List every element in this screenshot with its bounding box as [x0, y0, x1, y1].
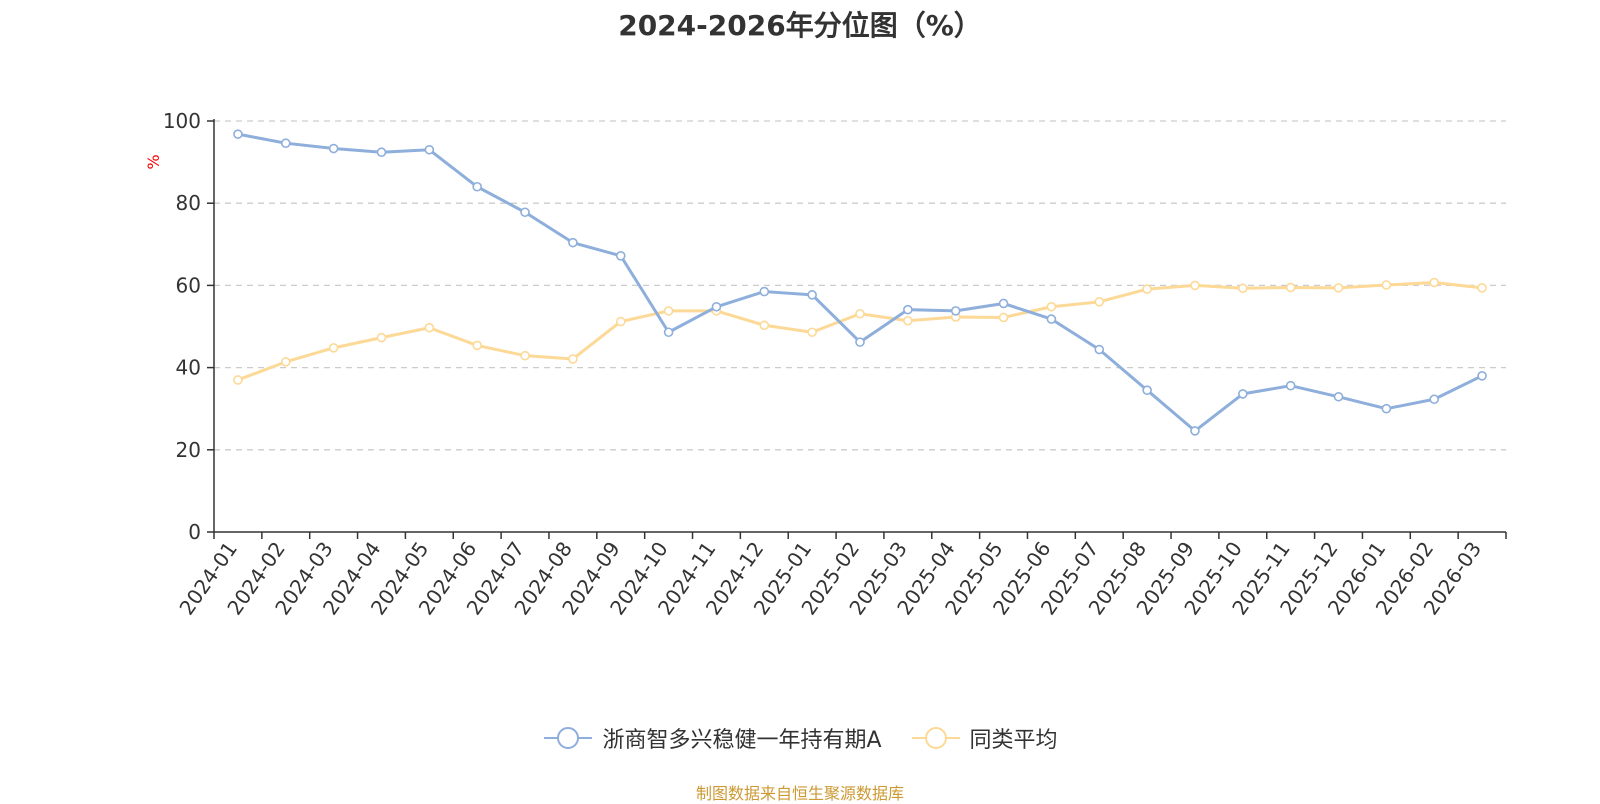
data-point-1	[615, 316, 626, 327]
data-point-1	[1142, 284, 1152, 294]
data-point-1	[424, 322, 435, 333]
data-point-0	[328, 143, 339, 154]
data-point-1	[1381, 280, 1392, 290]
data-point-0	[568, 237, 578, 248]
data-point-1	[998, 312, 1009, 323]
data-point-0	[663, 327, 674, 338]
series-line-1	[237, 281, 1483, 382]
y-tick-label: 80	[176, 191, 201, 215]
data-point-1	[1429, 277, 1440, 288]
y-tick-label: 100	[163, 109, 201, 133]
y-tick-label: 60	[176, 273, 201, 297]
legend-item-average[interactable]: 同类平均	[910, 722, 1058, 754]
data-point-0	[615, 251, 626, 261]
line-chart: 020406080100%2024-012024-022024-032024-0…	[144, 109, 1507, 619]
data-point-1	[328, 343, 339, 353]
legend-label-average: 同类平均	[969, 728, 1058, 753]
data-point-0	[1238, 389, 1248, 399]
data-point-1	[1285, 282, 1296, 293]
data-point-1	[903, 315, 913, 326]
legend-marker-fund	[544, 727, 593, 749]
legend: 浙商智多兴稳健一年持有期A 同类平均	[0, 722, 1600, 754]
data-point-1	[1477, 283, 1487, 293]
data-point-1	[1046, 301, 1057, 312]
data-point-0	[711, 301, 722, 312]
data-point-0	[759, 286, 770, 297]
legend-marker-average	[911, 727, 960, 749]
data-point-0	[1477, 371, 1487, 381]
legend-item-fund[interactable]: 浙商智多兴稳健一年持有期A	[542, 722, 882, 754]
data-point-1	[663, 306, 674, 316]
data-point-1	[855, 308, 865, 319]
data-point-0	[376, 147, 387, 158]
series-line-0	[237, 132, 1483, 433]
data-point-0	[1429, 394, 1440, 405]
data-point-1	[376, 332, 387, 343]
data-point-0	[520, 207, 530, 218]
data-point-1	[280, 357, 291, 367]
chart-title: 2024-2026年分位图（%）	[618, 9, 982, 42]
data-point-0	[1333, 391, 1344, 402]
data-point-1	[1333, 283, 1344, 293]
data-point-0	[1094, 344, 1105, 355]
data-point-0	[424, 144, 435, 155]
data-point-0	[903, 304, 913, 315]
y-tick-label: 20	[176, 438, 201, 462]
data-point-1	[233, 375, 243, 385]
data-point-0	[280, 138, 291, 148]
data-point-0	[1381, 403, 1392, 414]
data-point-0	[1285, 380, 1296, 391]
y-tick-label: 40	[176, 356, 201, 380]
data-point-0	[998, 298, 1009, 309]
source-note: 制图数据来自恒生聚源数据库	[695, 784, 904, 803]
data-point-0	[1046, 314, 1057, 324]
data-point-0	[233, 129, 243, 139]
y-tick-label: 0	[188, 520, 201, 544]
data-point-1	[807, 327, 817, 338]
data-point-1	[759, 320, 770, 331]
data-point-1	[1190, 280, 1200, 291]
data-point-1	[1094, 297, 1105, 307]
data-point-0	[472, 181, 482, 192]
data-point-0	[950, 306, 961, 316]
data-point-0	[807, 290, 817, 300]
data-point-0	[1190, 426, 1200, 436]
data-point-1	[472, 340, 482, 351]
data-point-1	[568, 354, 578, 364]
data-point-1	[1238, 283, 1248, 294]
data-point-0	[855, 337, 865, 347]
data-point-1	[520, 350, 530, 361]
data-point-0	[1142, 385, 1152, 396]
y-axis-label: %	[144, 154, 163, 169]
legend-label-fund: 浙商智多兴稳健一年持有期A	[602, 728, 882, 753]
